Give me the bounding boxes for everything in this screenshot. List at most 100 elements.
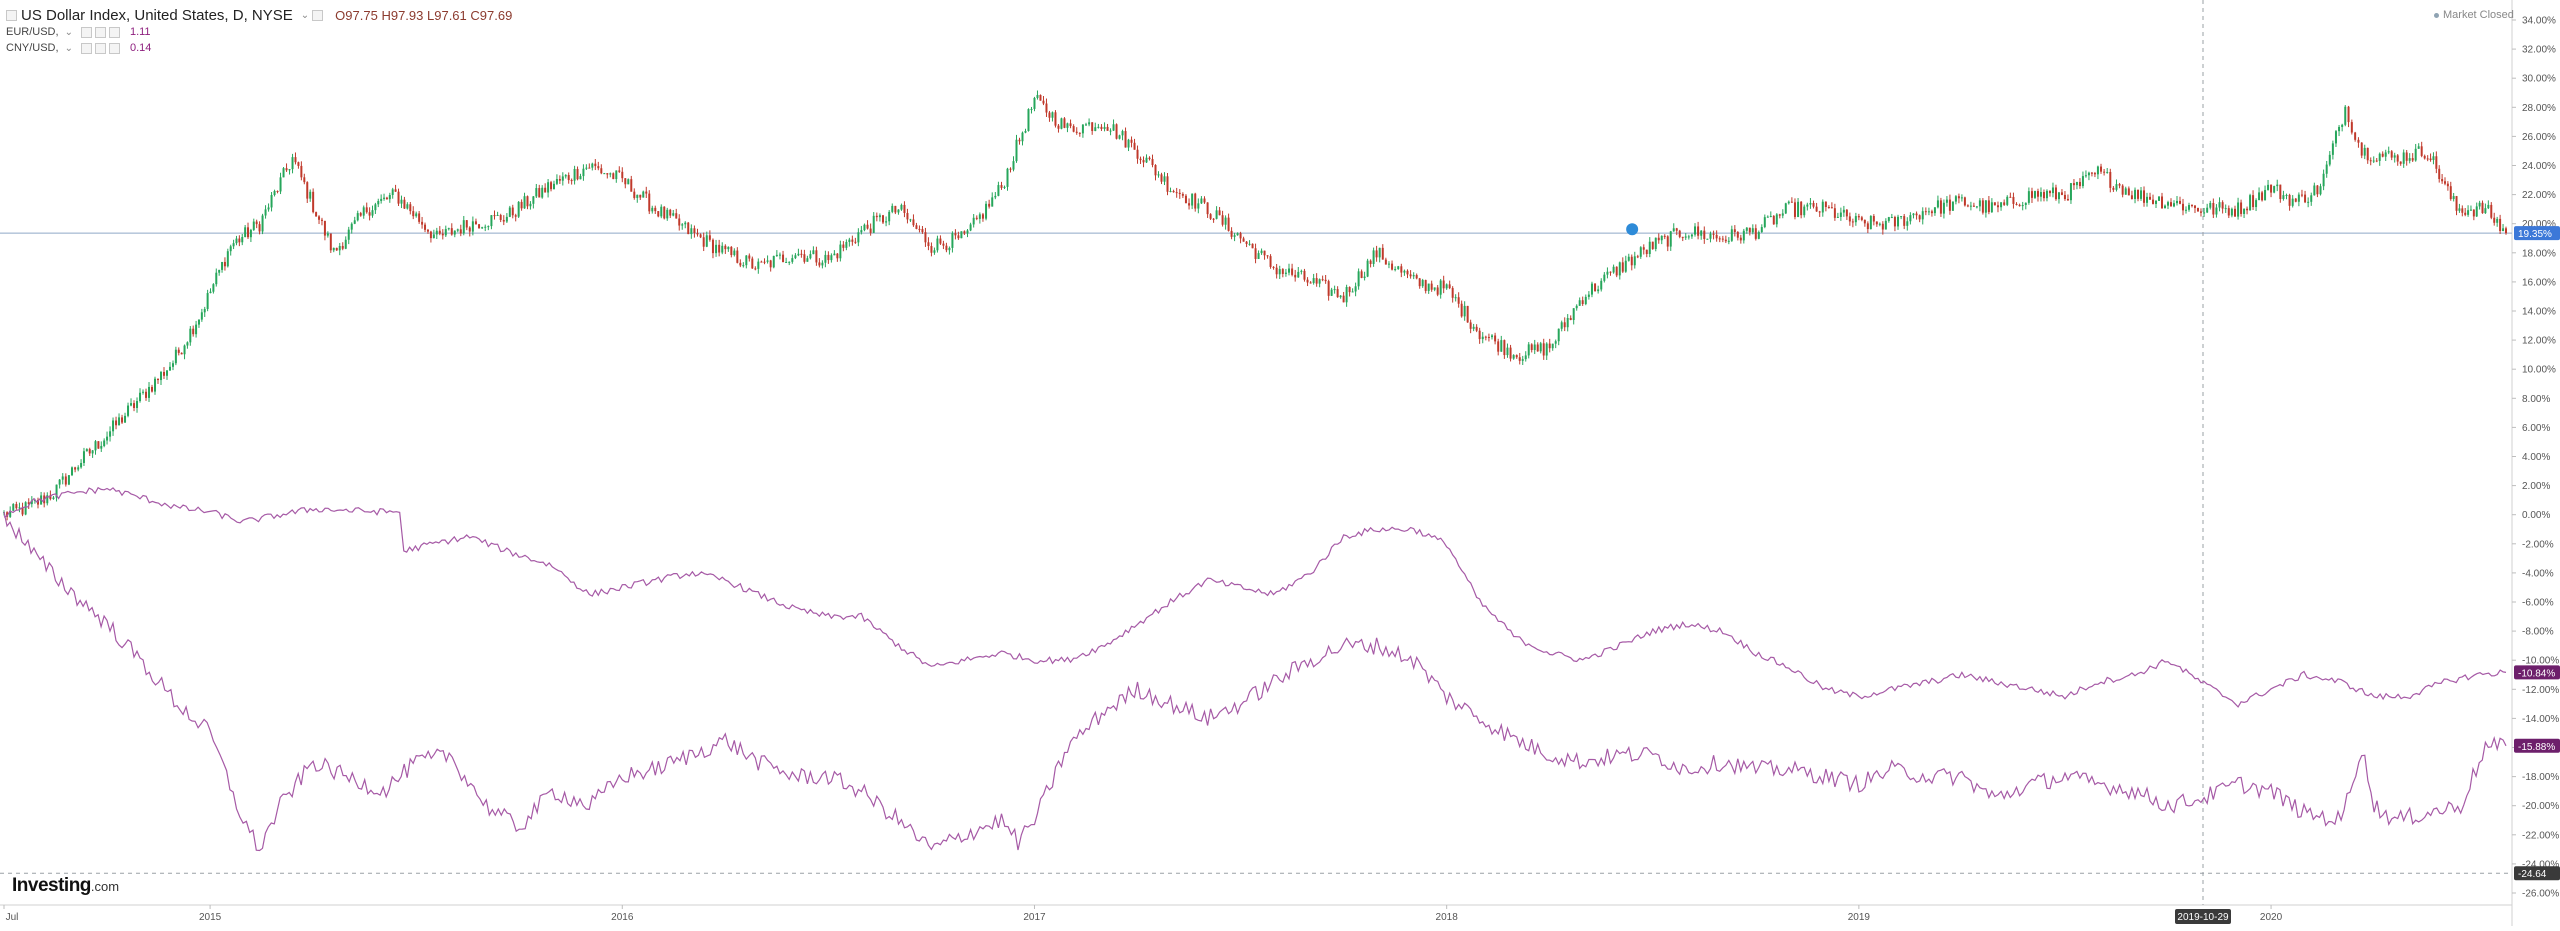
candle-body: [1278, 269, 1281, 275]
close-icon[interactable]: [108, 42, 120, 54]
y-tick-label: 6.00%: [2522, 423, 2550, 434]
legend-row-eurusd[interactable]: EUR/USD, ⌄ 1.11: [6, 24, 512, 40]
candle-body: [1197, 203, 1200, 209]
candle-body: [2246, 208, 2249, 211]
candle-body: [550, 182, 553, 190]
collapse-icon[interactable]: [6, 9, 17, 21]
candle-body: [1263, 250, 1266, 256]
candle-body: [1321, 279, 1324, 281]
candle-body: [1939, 200, 1942, 214]
candle-body: [1118, 135, 1121, 139]
candle-body: [74, 467, 77, 470]
close-icon[interactable]: [108, 26, 120, 38]
candle-body: [2319, 186, 2322, 195]
candle-body: [267, 207, 270, 210]
brand-logo[interactable]: Investing.com: [12, 875, 119, 897]
legend-value: 0.14: [129, 42, 152, 54]
candle-body: [2146, 196, 2149, 203]
candle-body: [136, 401, 139, 408]
candle-body: [2103, 171, 2106, 173]
candle-body: [1236, 233, 1239, 236]
candle-body: [1266, 255, 1269, 257]
y-tick-label: 0.00%: [2522, 510, 2550, 521]
candle-body: [721, 245, 724, 253]
candle-body: [2276, 184, 2279, 187]
candle-body: [1351, 291, 1354, 293]
candle-body: [1297, 271, 1300, 278]
candle-body: [1418, 278, 1421, 287]
candle-body: [297, 162, 300, 166]
settings-icon[interactable]: [312, 9, 324, 21]
candle-body: [547, 182, 550, 193]
candle-body: [127, 405, 130, 416]
candle-body: [1609, 271, 1612, 273]
candle-body: [1545, 343, 1548, 356]
candle-body: [1312, 278, 1315, 284]
candle-body: [412, 211, 415, 217]
chevron-down-icon[interactable]: ⌄: [64, 42, 73, 54]
candle-body: [1112, 124, 1115, 131]
candle-body: [21, 507, 24, 515]
candle-body: [406, 204, 409, 209]
main-symbol-row[interactable]: US Dollar Index, United States, D, NYSE …: [6, 6, 512, 24]
candle-body: [2039, 192, 2042, 197]
candle-body: [699, 234, 702, 238]
candle-body: [915, 225, 918, 229]
candle-body: [1724, 239, 1727, 242]
candle-body: [133, 403, 136, 408]
candle-body: [1709, 233, 1712, 239]
candle-body: [1851, 221, 1854, 223]
candle-body: [2069, 183, 2072, 201]
candle-body: [839, 244, 842, 259]
candle-body: [1484, 336, 1487, 338]
candle-body: [994, 195, 997, 198]
candle-body: [739, 262, 742, 266]
candle-body: [223, 261, 226, 267]
candle-body: [1827, 206, 1830, 208]
candle-body: [1833, 208, 1836, 218]
candle-body: [1878, 223, 1881, 225]
candle-body: [329, 233, 332, 251]
candle-body: [1642, 247, 1645, 250]
chevron-down-icon[interactable]: ⌄: [64, 26, 73, 38]
eye-icon[interactable]: [80, 42, 92, 54]
chevron-down-icon[interactable]: ⌄: [300, 9, 310, 21]
candle-body: [2164, 205, 2167, 209]
candle-body: [1381, 247, 1384, 260]
settings-icon[interactable]: [94, 26, 106, 38]
candle-body: [687, 222, 690, 235]
candle-body: [1960, 197, 1963, 199]
candle-body: [1369, 260, 1372, 264]
candle-body: [24, 502, 27, 515]
candle-body: [1060, 118, 1063, 129]
candle-body: [2054, 187, 2057, 200]
candle-body: [1212, 218, 1215, 220]
legend-row-cnyusd[interactable]: CNY/USD, ⌄ 0.14: [6, 40, 512, 56]
candle-body: [2350, 122, 2353, 133]
candle-body: [2304, 194, 2307, 203]
candle-body: [2158, 196, 2161, 201]
settings-icon[interactable]: [94, 42, 106, 54]
candle-body: [1790, 201, 1793, 203]
candle-body: [58, 479, 61, 485]
candle-body: [441, 233, 444, 236]
candle-body: [2237, 202, 2240, 217]
candle-body: [320, 219, 323, 221]
eye-icon[interactable]: [80, 26, 92, 38]
candle-body: [711, 239, 714, 254]
candle-body: [1206, 202, 1209, 215]
legend-name: EUR/USD,: [6, 26, 59, 38]
crosshair-y-label: -24.64: [2518, 869, 2547, 880]
candle-body: [121, 417, 124, 423]
candle-body: [1384, 259, 1387, 265]
candle-body: [778, 254, 781, 256]
candle-body: [2411, 158, 2414, 161]
candle-body: [2505, 228, 2507, 234]
candle-body: [241, 236, 244, 243]
candle-body: [1254, 248, 1257, 259]
x-tick-label: 2016: [611, 912, 634, 923]
candle-body: [1681, 236, 1684, 238]
candle-body: [785, 261, 788, 263]
